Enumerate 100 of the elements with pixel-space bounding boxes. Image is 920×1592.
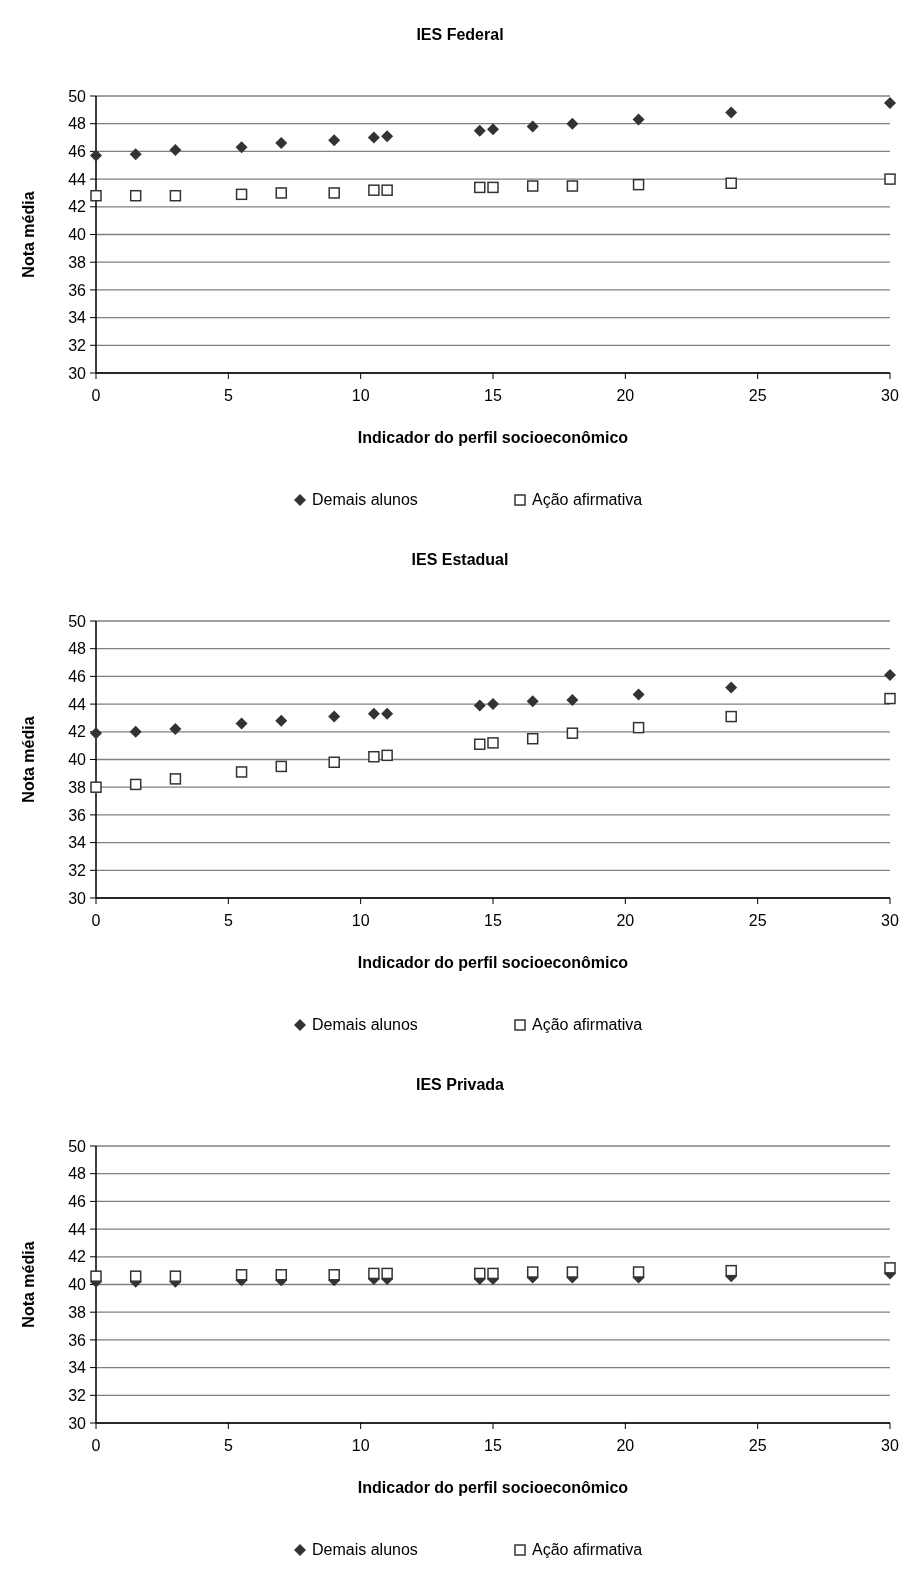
x-tick-label: 20	[616, 912, 635, 929]
y-tick-label: 32	[68, 861, 87, 879]
point	[473, 124, 486, 137]
point	[725, 106, 738, 119]
point	[474, 181, 486, 194]
y-tick-label: 34	[68, 309, 87, 327]
point	[90, 1270, 102, 1282]
x-tick-label: 25	[748, 387, 767, 404]
point	[328, 710, 341, 723]
point	[368, 184, 380, 196]
point	[487, 1267, 499, 1280]
point	[129, 189, 142, 202]
point	[632, 1266, 645, 1278]
point	[275, 187, 288, 199]
point	[473, 699, 486, 712]
point	[632, 178, 645, 191]
point	[884, 96, 896, 109]
point	[328, 756, 340, 769]
y-tick-label: 38	[68, 778, 87, 796]
y-tick-label: 50	[68, 87, 87, 105]
point	[725, 710, 737, 723]
y-tick-label: 42	[68, 723, 87, 741]
x-tick-label: 0	[91, 1437, 101, 1454]
point	[169, 144, 182, 157]
y-tick-label: 38	[68, 253, 87, 271]
point	[129, 1270, 142, 1282]
point	[884, 1262, 896, 1274]
x-tick-label: 30	[881, 912, 899, 929]
point	[526, 120, 539, 133]
y-tick-label: 30	[68, 1414, 87, 1432]
y-tick-label: 36	[68, 1331, 87, 1349]
point	[368, 1267, 380, 1280]
point	[367, 131, 380, 144]
point	[566, 693, 579, 706]
point	[526, 695, 539, 708]
point	[632, 721, 645, 734]
y-tick-label: 48	[68, 640, 87, 658]
x-tick-label: 25	[748, 912, 767, 929]
x-tick-label: 15	[484, 1437, 502, 1454]
point	[566, 1266, 579, 1278]
point	[235, 717, 248, 730]
y-tick-label: 42	[68, 198, 87, 216]
y-tick-label: 44	[68, 695, 87, 713]
point	[725, 681, 738, 694]
chart-title: IES Federal	[416, 26, 504, 43]
y-tick-label: 50	[68, 612, 87, 630]
y-tick-label: 30	[68, 889, 87, 907]
legend-label: Demais alunos	[312, 1016, 418, 1033]
point	[235, 188, 248, 201]
point	[566, 180, 579, 192]
point	[169, 773, 182, 785]
point	[381, 130, 394, 143]
point	[632, 688, 645, 701]
point	[275, 760, 288, 773]
y-tick-label: 40	[68, 1276, 87, 1294]
point	[328, 134, 341, 147]
x-tick-label: 0	[91, 387, 101, 404]
point	[367, 707, 380, 720]
y-tick-label: 32	[68, 1386, 87, 1404]
y-tick-label: 36	[68, 806, 87, 824]
point	[487, 181, 499, 194]
point	[368, 750, 380, 763]
point	[90, 149, 102, 162]
point	[90, 727, 102, 740]
y-axis-title: Nota média	[20, 191, 37, 278]
x-tick-label: 15	[484, 387, 502, 404]
x-tick-label: 30	[881, 1437, 899, 1454]
legend-label: Ação afirmativa	[532, 491, 643, 508]
y-axis-title: Nota média	[20, 1241, 37, 1328]
x-axis-title: Indicador do perfil socioeconômico	[357, 954, 629, 971]
point	[169, 189, 182, 202]
point	[474, 738, 486, 751]
x-tick-label: 5	[223, 387, 233, 404]
y-tick-label: 48	[68, 1165, 87, 1183]
legend-label: Ação afirmativa	[532, 1541, 643, 1558]
legend-label: Demais alunos	[312, 491, 418, 508]
y-tick-label: 44	[68, 170, 87, 188]
y-tick-label: 30	[68, 364, 87, 382]
point	[725, 177, 737, 190]
y-tick-label: 34	[68, 834, 87, 852]
x-tick-label: 10	[351, 912, 370, 929]
point	[90, 189, 102, 202]
point	[487, 123, 499, 136]
x-tick-label: 25	[748, 1437, 767, 1454]
point	[275, 1269, 288, 1281]
y-tick-label: 34	[68, 1359, 87, 1377]
y-tick-label: 40	[68, 751, 87, 769]
point	[884, 692, 896, 705]
legend-label: Demais alunos	[312, 1541, 418, 1558]
y-tick-label: 44	[68, 1220, 87, 1238]
point	[169, 723, 182, 736]
point	[725, 1264, 737, 1277]
y-tick-label: 40	[68, 226, 87, 244]
y-tick-label: 50	[68, 1137, 87, 1155]
y-tick-label: 46	[68, 143, 87, 160]
x-tick-label: 5	[223, 912, 233, 929]
x-tick-label: 10	[351, 1437, 370, 1454]
point	[632, 113, 645, 126]
point	[566, 727, 579, 739]
chart-title: IES Estadual	[411, 551, 509, 568]
